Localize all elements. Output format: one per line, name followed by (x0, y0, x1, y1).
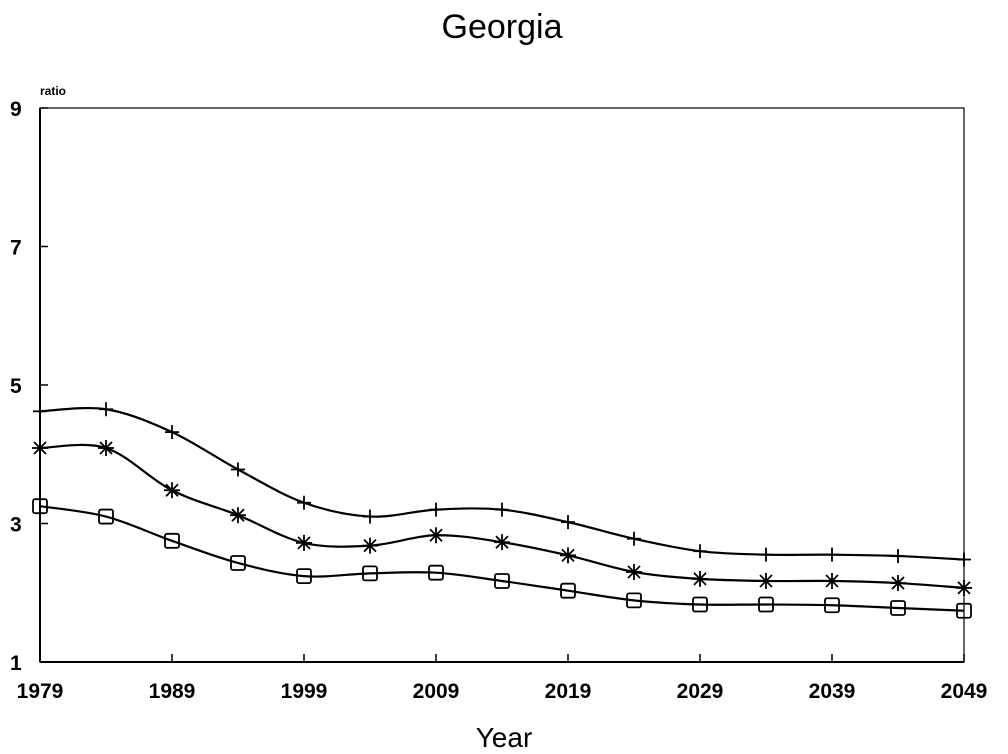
data-point-marker (692, 596, 708, 613)
data-point-marker (824, 597, 840, 614)
series-3 (32, 498, 972, 619)
data-point-marker (363, 509, 377, 524)
x-tick-label: 1989 (149, 680, 196, 703)
plot-border (39, 107, 965, 663)
data-point-marker (362, 537, 378, 554)
data-point-marker (164, 532, 180, 549)
data-point-marker (825, 547, 839, 562)
series-group (32, 402, 972, 619)
data-point-marker (891, 549, 905, 564)
y-tick-label: 5 (10, 375, 22, 398)
data-point-marker (296, 568, 312, 585)
data-point-marker (626, 563, 642, 580)
x-tick-label: 2029 (677, 680, 724, 703)
data-point-marker (560, 547, 576, 564)
data-point-marker (561, 515, 575, 530)
y-tick-label: 1 (10, 652, 22, 675)
data-point-marker (164, 482, 180, 499)
data-point-marker (560, 582, 576, 599)
data-point-marker (165, 425, 179, 440)
data-point-marker (890, 600, 906, 616)
data-point-marker (495, 502, 509, 517)
y-tick-label: 9 (10, 98, 22, 121)
data-point-marker (494, 534, 510, 551)
x-axis: 1979 1989 1999 2009 2019 2029 2039 2049 (17, 654, 988, 703)
x-tick-label: 1979 (17, 680, 64, 703)
data-point-marker (824, 572, 840, 589)
data-point-marker (32, 498, 48, 515)
data-point-marker (428, 527, 444, 544)
series-1 (33, 402, 971, 567)
data-point-marker (428, 564, 444, 581)
data-point-marker (296, 534, 312, 551)
data-point-marker (230, 507, 246, 524)
x-tick-label: 1999 (281, 680, 328, 703)
data-point-marker (98, 440, 114, 457)
data-point-marker (758, 596, 774, 613)
data-point-marker (231, 462, 245, 477)
data-point-marker (693, 544, 707, 559)
data-point-marker (759, 547, 773, 562)
data-point-marker (957, 552, 971, 567)
y-tick-label: 7 (10, 237, 22, 260)
plot-frame (39, 107, 965, 663)
data-point-marker (99, 402, 113, 417)
series-2 (32, 440, 972, 596)
x-tick-label: 2039 (809, 680, 856, 703)
y-axis: 1 3 5 7 9 (10, 98, 48, 675)
data-point-marker (33, 404, 47, 419)
data-point-marker (230, 555, 246, 571)
data-point-marker (494, 573, 510, 589)
series-3-line (39, 505, 965, 612)
data-point-marker (32, 440, 48, 457)
x-axis-title: Year (476, 722, 533, 753)
x-tick-label: 2009 (413, 680, 460, 703)
data-point-marker (890, 575, 906, 592)
chart-title: Georgia (442, 8, 563, 46)
data-point-marker (362, 565, 378, 582)
data-point-marker (956, 602, 972, 619)
data-point-marker (956, 579, 972, 596)
data-point-marker (626, 592, 642, 609)
y-tick-label: 3 (10, 514, 22, 537)
y-axis-unit-label: ratio (40, 84, 66, 98)
x-tick-label: 2019 (545, 680, 592, 703)
data-point-marker (758, 572, 774, 589)
data-point-marker (429, 502, 443, 517)
data-point-marker (98, 508, 114, 525)
data-point-marker (297, 495, 311, 510)
data-point-marker (627, 531, 641, 546)
x-tick-label: 2049 (941, 680, 988, 703)
data-point-marker (692, 570, 708, 587)
